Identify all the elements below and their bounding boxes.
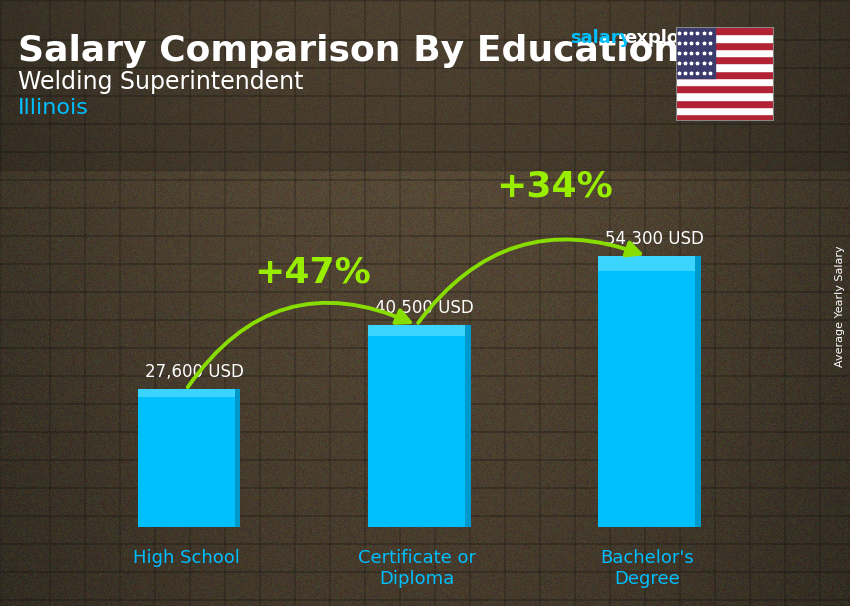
Text: Bachelor's
Degree: Bachelor's Degree [600,549,694,588]
Bar [465,325,471,527]
Text: 40,500 USD: 40,500 USD [375,299,473,316]
Bar [676,85,774,92]
Bar [676,64,774,71]
Bar [676,114,774,121]
Bar [676,92,774,99]
Text: +34%: +34% [496,169,613,204]
Bar [368,325,465,336]
Text: Salary Comparison By Education: Salary Comparison By Education [18,34,679,68]
Bar [0,0,850,170]
Bar [676,99,774,107]
Bar [138,390,235,397]
Text: Certificate or
Diploma: Certificate or Diploma [358,549,475,588]
Bar [598,256,695,527]
Bar [676,27,715,78]
Text: High School: High School [133,549,240,567]
Text: +47%: +47% [254,256,371,290]
Bar [676,42,774,49]
Bar [368,325,465,527]
Bar [676,71,774,78]
Bar [676,56,774,64]
Text: 54,300 USD: 54,300 USD [605,230,705,248]
Text: Welding Superintendent: Welding Superintendent [18,70,303,94]
Text: explorer: explorer [624,29,709,47]
Bar [138,390,235,527]
Text: .com: .com [706,29,755,47]
Bar [676,78,774,85]
Bar [676,49,774,56]
Text: Average Yearly Salary: Average Yearly Salary [835,245,845,367]
Bar [695,256,701,527]
Bar [676,107,774,114]
Bar [676,27,774,35]
Bar [676,35,774,42]
Bar [235,390,241,527]
Text: Illinois: Illinois [18,98,89,118]
Text: 27,600 USD: 27,600 USD [144,363,244,381]
Bar [598,256,695,271]
Text: salary: salary [570,29,632,47]
